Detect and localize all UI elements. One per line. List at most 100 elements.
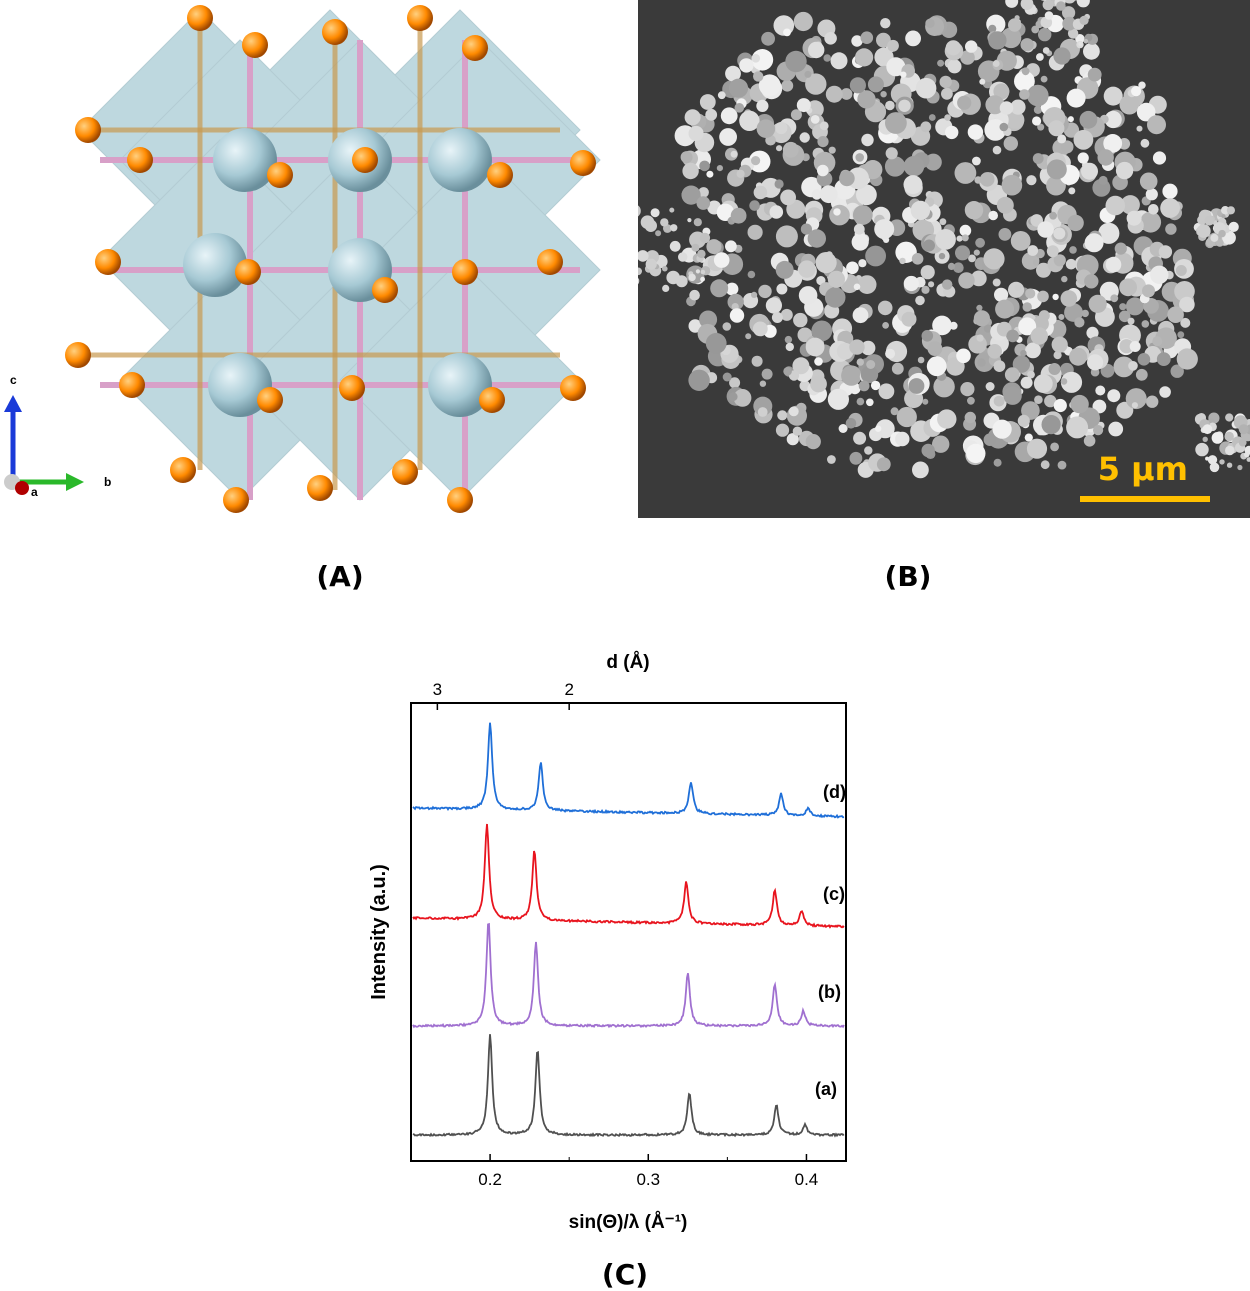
particle	[710, 279, 729, 298]
particle	[865, 245, 886, 267]
particle	[790, 109, 802, 121]
particle	[966, 443, 986, 464]
particle	[1145, 188, 1158, 201]
particle	[1060, 290, 1078, 307]
particle	[1247, 457, 1250, 462]
particle	[1075, 34, 1085, 44]
particle	[903, 275, 919, 292]
x-axis-title: sin(Θ)/λ (Å⁻¹)	[569, 1212, 688, 1233]
particle	[699, 160, 710, 172]
particle	[1037, 221, 1054, 238]
particle	[785, 342, 794, 352]
particle	[1211, 432, 1224, 444]
particle	[680, 151, 693, 164]
series-line	[412, 722, 845, 819]
particle	[1202, 424, 1213, 435]
particle	[776, 145, 783, 152]
particle	[1034, 395, 1043, 405]
particle	[853, 431, 867, 445]
particle	[958, 272, 975, 289]
particle	[838, 424, 848, 433]
particle	[824, 287, 846, 308]
particle	[973, 249, 980, 256]
particle	[856, 184, 877, 206]
particle	[860, 31, 874, 44]
particle	[1081, 309, 1089, 318]
anion-sphere	[119, 372, 145, 398]
xrd-chart-panel: 0.2 0.3 0.4 3 2 d (Å) sin(Θ)/λ (Å⁻¹) Intensity …	[340, 640, 900, 1240]
anion-sphere	[479, 387, 505, 413]
particle	[798, 260, 816, 278]
particle	[1195, 442, 1209, 457]
particle	[994, 287, 1009, 302]
b-axis-label: b	[104, 475, 111, 489]
particle	[1083, 42, 1100, 60]
particle	[765, 297, 782, 314]
particle	[781, 79, 794, 92]
particle	[938, 252, 946, 260]
anion-sphere	[95, 249, 121, 275]
particle	[1224, 431, 1234, 442]
particle	[1098, 175, 1108, 185]
particle	[1167, 306, 1184, 324]
anion-sphere	[339, 375, 365, 401]
particle	[942, 279, 953, 290]
particle	[985, 382, 995, 391]
particle	[945, 125, 959, 140]
particle	[1221, 206, 1230, 215]
particle	[846, 261, 859, 275]
particle	[1069, 246, 1077, 254]
anion-sphere	[257, 387, 283, 413]
particle	[706, 239, 722, 255]
particle	[988, 24, 997, 33]
particle	[923, 239, 935, 252]
particle	[1114, 242, 1127, 255]
particle	[699, 310, 718, 329]
particle	[1042, 0, 1054, 11]
particle	[1027, 370, 1035, 379]
particle	[725, 282, 739, 296]
scale-bar-label: 5 μm	[1097, 450, 1188, 488]
particle	[1046, 175, 1066, 196]
particle	[730, 207, 747, 224]
particle	[1062, 6, 1076, 20]
particle	[1170, 364, 1184, 378]
particle	[1119, 339, 1134, 354]
particle	[849, 339, 865, 355]
particle	[1095, 385, 1106, 396]
particle	[1068, 187, 1076, 195]
particle	[725, 240, 737, 253]
particle	[697, 249, 706, 259]
particle	[1118, 310, 1131, 323]
particle	[660, 218, 669, 227]
series-label: (a)	[815, 1079, 837, 1099]
particle	[776, 283, 788, 295]
particle	[1063, 0, 1076, 4]
particle	[1070, 394, 1089, 414]
particle	[756, 119, 776, 138]
particle	[1064, 303, 1083, 322]
particle	[736, 169, 745, 178]
particle	[1237, 464, 1243, 471]
particle	[829, 204, 850, 226]
particle	[1014, 284, 1022, 291]
particle	[983, 248, 1005, 270]
particle	[880, 91, 887, 98]
particle	[729, 377, 741, 389]
particle	[941, 87, 953, 100]
particle	[1053, 254, 1066, 267]
particle	[1032, 116, 1042, 126]
particle	[1048, 120, 1065, 137]
a-axis-label: a	[31, 485, 38, 499]
particle	[761, 368, 773, 380]
particle	[1058, 314, 1065, 320]
particle	[855, 153, 864, 162]
particle	[1150, 265, 1169, 284]
particle	[1018, 317, 1037, 336]
particle	[1050, 442, 1059, 452]
particle	[996, 196, 1014, 214]
particle	[964, 411, 976, 424]
particle	[1238, 438, 1247, 447]
particle	[840, 88, 853, 100]
particle	[1026, 438, 1048, 459]
